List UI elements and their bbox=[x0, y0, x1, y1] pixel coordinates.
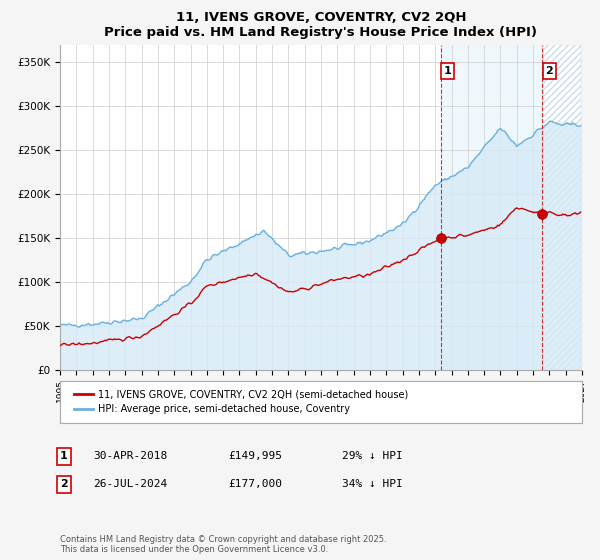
Text: 1: 1 bbox=[60, 451, 68, 461]
Title: 11, IVENS GROVE, COVENTRY, CV2 2QH
Price paid vs. HM Land Registry's House Price: 11, IVENS GROVE, COVENTRY, CV2 2QH Price… bbox=[104, 11, 538, 39]
Text: 1: 1 bbox=[444, 66, 452, 76]
Text: 29% ↓ HPI: 29% ↓ HPI bbox=[342, 451, 403, 461]
Text: £149,995: £149,995 bbox=[228, 451, 282, 461]
Text: 30-APR-2018: 30-APR-2018 bbox=[93, 451, 167, 461]
Text: 2: 2 bbox=[60, 479, 68, 489]
Text: Contains HM Land Registry data © Crown copyright and database right 2025.
This d: Contains HM Land Registry data © Crown c… bbox=[60, 535, 386, 554]
Text: 34% ↓ HPI: 34% ↓ HPI bbox=[342, 479, 403, 489]
Text: 26-JUL-2024: 26-JUL-2024 bbox=[93, 479, 167, 489]
Legend: 11, IVENS GROVE, COVENTRY, CV2 2QH (semi-detached house), HPI: Average price, se: 11, IVENS GROVE, COVENTRY, CV2 2QH (semi… bbox=[70, 385, 412, 418]
Text: 2: 2 bbox=[545, 66, 553, 76]
Text: £177,000: £177,000 bbox=[228, 479, 282, 489]
